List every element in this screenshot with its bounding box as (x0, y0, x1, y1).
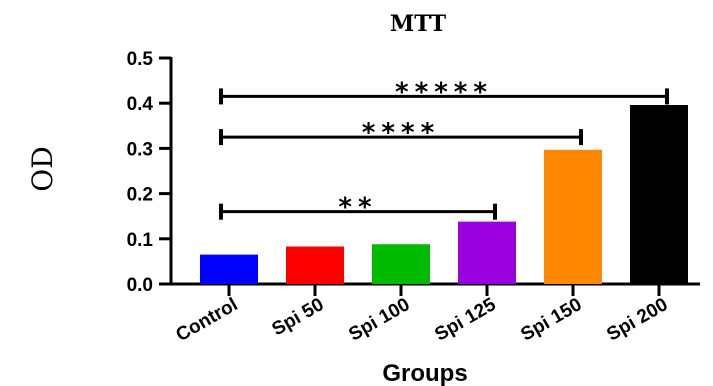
chart-title: MTT (390, 11, 447, 37)
x-tick-label: Spi 150 (517, 294, 585, 345)
x-axis: Control Spi 50 Spi 100 Spi 125 Spi 150 Spi 20… (170, 284, 700, 346)
x-tick-label: Spi 200 (603, 294, 671, 345)
y-tick-label: 0.2 (127, 185, 153, 206)
bar-control (200, 255, 258, 284)
bar-spi-150 (544, 150, 602, 284)
significance-stars: ** (338, 193, 377, 223)
x-tick-label: Spi 100 (345, 294, 413, 345)
bar-spi-50 (286, 246, 344, 284)
significance-stars: ***** (395, 77, 493, 107)
x-axis-title: Groups (382, 360, 467, 386)
y-tick-label: 0.0 (127, 275, 153, 296)
bar-spi-200 (630, 105, 688, 284)
x-tick-label: Control (173, 294, 242, 346)
y-tick-label: 0.5 (127, 49, 154, 70)
y-axis-title: OD (26, 146, 59, 191)
x-tick-label: Spi 125 (431, 294, 499, 346)
y-tick-label: 0.4 (127, 94, 154, 115)
y-tick-label: 0.1 (127, 230, 154, 251)
bar-spi-100 (372, 244, 430, 284)
bars (200, 105, 688, 284)
y-tick-label: 0.3 (127, 139, 153, 160)
significance-stars: **** (362, 118, 440, 148)
bar-spi-125 (458, 222, 516, 284)
y-axis: 0.0 0.1 0.2 0.3 0.4 0.5 (127, 49, 171, 296)
x-tick-label: Spi 50 (269, 294, 328, 340)
